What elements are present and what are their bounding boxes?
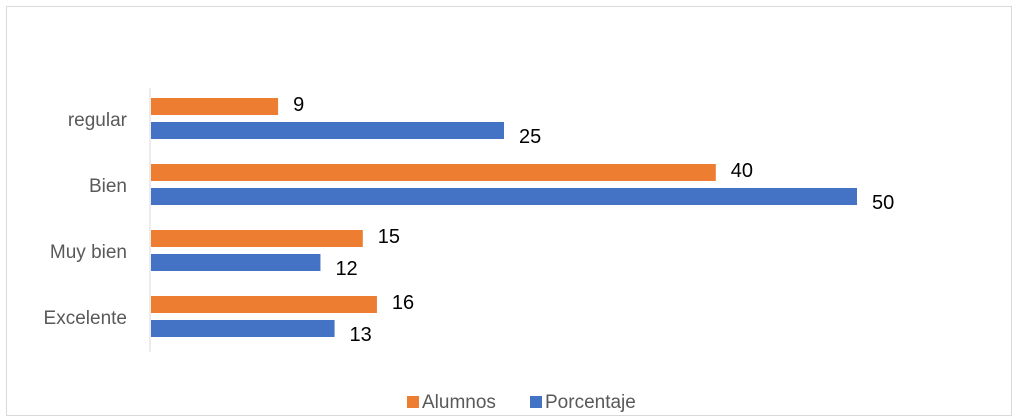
legend: Alumnos Porcentaje [407,392,636,413]
category-label-muy-bien: Muy bien [50,242,127,263]
bar-alumnos-regular [151,98,279,115]
legend-swatch-alumnos [407,396,419,408]
data-label-porcentaje-regular: 25 [519,126,541,148]
data-label-alumnos-bien: 40 [731,160,753,182]
category-label-regular: regular [68,110,128,131]
data-label-alumnos-excelente: 16 [392,292,414,314]
legend-swatch-porcentaje [530,396,542,408]
legend-label-alumnos: Alumnos [422,392,496,413]
bar-porcentaje-regular [151,122,504,139]
data-label-porcentaje-bien: 50 [872,192,894,214]
chart-frame [6,6,1012,416]
bar-porcentaje-muy-bien [151,254,321,271]
category-label-bien: Bien [89,176,127,197]
bar-alumnos-excelente [151,296,377,313]
bars-group [151,98,857,337]
bar-alumnos-bien [151,164,716,181]
data-label-porcentaje-muy-bien: 12 [335,258,357,280]
bar-porcentaje-bien [151,188,857,205]
legend-label-porcentaje: Porcentaje [545,392,636,413]
data-label-alumnos-regular: 9 [293,94,304,116]
labels-group: regular 9 25 Bien 40 50 Muy bien 15 12 Excelente 1… [44,94,895,346]
bar-porcentaje-excelente [151,320,335,337]
data-label-alumnos-muy-bien: 15 [378,226,400,248]
category-label-excelente: Excelente [44,308,127,329]
bar-alumnos-muy-bien [151,230,363,247]
data-label-porcentaje-excelente: 13 [350,324,372,346]
